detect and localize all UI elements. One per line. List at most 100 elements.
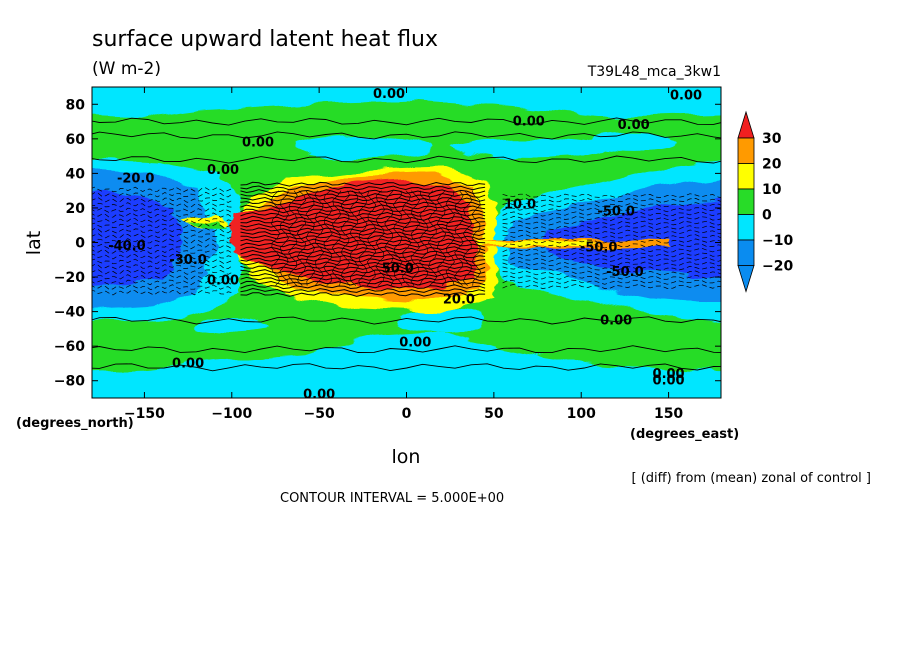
colorbar-label: 20 <box>762 157 782 173</box>
contour-line <box>240 200 486 206</box>
contour-line <box>92 363 721 372</box>
experiment-label: T39L48_mca_3kw1 <box>587 64 721 80</box>
contour-label: 0.00 <box>653 374 685 389</box>
contour-label: -40.0 <box>108 239 145 254</box>
y-axis-label: lat <box>23 231 45 255</box>
y-tick-label: −60 <box>54 339 85 355</box>
colorbar-swatch <box>737 239 755 266</box>
x-axis-ticks: −150 −100 −50 0 50 100 150 <box>124 87 683 422</box>
contour-line <box>323 190 333 286</box>
contour-line <box>92 243 232 250</box>
contour-label: 0.00 <box>207 274 239 289</box>
y-tick-label: 60 <box>66 132 86 148</box>
colorbar-label: −20 <box>762 259 793 275</box>
contour-line <box>240 269 486 275</box>
contour-line <box>92 284 232 290</box>
contour-line <box>92 279 232 286</box>
y-tick-label: 80 <box>66 97 86 113</box>
contour-line <box>92 212 232 218</box>
contour-line <box>279 190 289 286</box>
contour-label: -50.0 <box>606 265 643 280</box>
contour-label: 0.00 <box>399 336 431 351</box>
contour-line <box>92 345 721 354</box>
contour-line <box>92 218 232 224</box>
colorbar-label: −10 <box>762 233 793 249</box>
contour-line <box>305 190 316 286</box>
contour-line <box>240 265 486 271</box>
x-tick-label: 50 <box>484 406 504 422</box>
contour-line <box>240 189 486 195</box>
field-darkblue-west <box>92 191 183 287</box>
contour-line <box>419 190 429 286</box>
contour-line <box>240 208 486 214</box>
contour-line <box>92 186 232 193</box>
colorbar-label: 0 <box>762 208 772 224</box>
contour-line <box>240 261 486 267</box>
field-cyan-patch <box>450 137 608 158</box>
y-tick-label: 20 <box>66 201 86 217</box>
contour-line <box>92 227 233 234</box>
contour-line <box>240 215 486 221</box>
diff-note: [ (diff) from (mean) zonal of control ] <box>632 471 871 486</box>
contour-label: 0.00 <box>373 87 405 102</box>
contour-line <box>92 273 232 280</box>
contour-line <box>331 190 342 286</box>
x-tick-label: 150 <box>654 406 683 422</box>
contour-line <box>240 234 486 240</box>
y-tick-label: 0 <box>75 236 85 252</box>
colorbar-arrow-top <box>737 110 755 139</box>
contour-line <box>92 253 232 260</box>
field-cyan-patch <box>196 318 267 333</box>
contour-line <box>454 190 464 286</box>
contour-labels: 0.00 0.000.00 0.000.000.00-20.0-40.0-30.00… <box>108 87 702 403</box>
contour-line <box>240 272 486 278</box>
contour-line <box>240 223 486 229</box>
contour-line <box>92 155 721 164</box>
contour-line <box>240 292 486 297</box>
contour-label: 50.0 <box>382 261 414 276</box>
y-axis-ticks: −80 −60 −40 −20 0 20 40 60 80 <box>54 97 721 390</box>
field-darkblue-east <box>542 198 721 280</box>
contour-line <box>92 248 232 254</box>
x-axis-unit: (degrees_east) <box>630 427 739 442</box>
contour-lines <box>92 117 721 372</box>
colorbar-label: 30 <box>762 131 782 147</box>
contour-line <box>240 284 486 290</box>
contour-line <box>92 207 232 214</box>
contour-line <box>92 117 721 126</box>
contour-label: 10.0 <box>504 197 536 212</box>
y-axis-unit: (degrees_north) <box>16 416 134 431</box>
contour-line <box>402 190 412 286</box>
colorbar: 30 20 10 0 −10 −20 <box>737 110 793 293</box>
colorbar-label: 10 <box>762 182 782 198</box>
contour-label: 0.00 <box>618 118 650 133</box>
contour-line <box>410 190 420 286</box>
contour-line <box>92 263 233 270</box>
contour-label: -50.0 <box>580 241 617 256</box>
contour-line <box>428 190 438 286</box>
x-tick-label: −150 <box>124 406 165 422</box>
contour-label: 0.00 <box>172 356 204 371</box>
contour-line <box>92 269 232 275</box>
contour-line <box>471 190 482 286</box>
contour-line <box>240 249 486 255</box>
contour-line <box>240 185 486 191</box>
contour-label: 0.00 <box>242 135 274 150</box>
contour-line <box>92 222 232 229</box>
field-cyan-patch <box>397 308 486 333</box>
contour-line <box>240 287 486 293</box>
contour-line <box>92 191 233 198</box>
contour-line <box>393 190 403 286</box>
colorbar-swatch <box>737 214 755 241</box>
contour-label: -20.0 <box>117 172 154 187</box>
contour-line <box>92 131 721 140</box>
contour-line <box>240 253 486 259</box>
contour-label: 0.00 <box>653 367 685 382</box>
contour-line <box>92 316 721 325</box>
contour-line <box>375 190 385 286</box>
contour-label: -50.0 <box>597 204 634 219</box>
contour-line <box>462 190 473 286</box>
contour-interval: CONTOUR INTERVAL = 5.000E+00 <box>280 491 504 506</box>
contour-line <box>445 190 455 286</box>
